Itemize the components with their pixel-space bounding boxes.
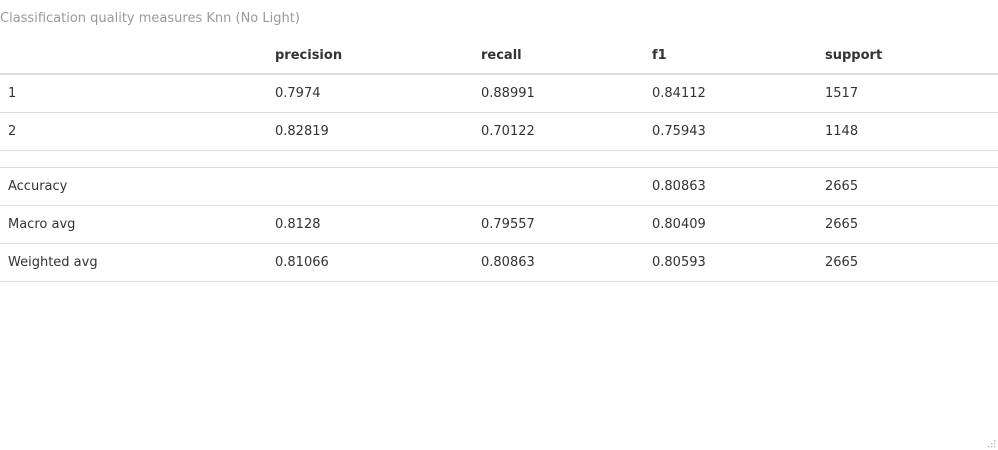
f1-cell: 0.84112 bbox=[644, 74, 817, 113]
row-label-cell: Macro avg bbox=[0, 205, 267, 244]
f1-cell: 0.80409 bbox=[644, 205, 817, 244]
recall-cell: 0.88991 bbox=[473, 74, 644, 113]
f1-cell: 0.80863 bbox=[644, 167, 817, 206]
recall-cell: 0.79557 bbox=[473, 205, 644, 244]
precision-cell bbox=[267, 167, 473, 206]
spacer-row bbox=[0, 150, 998, 168]
f1-cell bbox=[644, 150, 817, 168]
table-row: Macro avg 0.8128 0.79557 0.80409 2665 bbox=[0, 205, 998, 244]
row-label-cell bbox=[0, 150, 267, 168]
precision-cell: 0.81066 bbox=[267, 243, 473, 282]
recall-cell bbox=[473, 167, 644, 206]
header-cell-support: support bbox=[817, 37, 998, 75]
row-label-cell: 2 bbox=[0, 112, 267, 151]
f1-cell: 0.75943 bbox=[644, 112, 817, 151]
header-cell-row-label bbox=[0, 37, 267, 75]
support-cell: 1517 bbox=[817, 74, 998, 113]
support-cell: 2665 bbox=[817, 167, 998, 206]
support-cell bbox=[817, 150, 998, 168]
recall-cell bbox=[473, 150, 644, 168]
precision-cell: 0.8128 bbox=[267, 205, 473, 244]
table-caption: Classification quality measures Knn (No … bbox=[0, 11, 300, 26]
row-label-cell: 1 bbox=[0, 74, 267, 113]
header-cell-f1: f1 bbox=[644, 37, 817, 75]
recall-cell: 0.80863 bbox=[473, 243, 644, 282]
classification-report-table: precision recall f1 support 1 0.7974 0.8… bbox=[0, 37, 998, 282]
table-row: 1 0.7974 0.88991 0.84112 1517 bbox=[0, 74, 998, 113]
f1-cell: 0.80593 bbox=[644, 243, 817, 282]
table-row: 2 0.82819 0.70122 0.75943 1148 bbox=[0, 112, 998, 151]
support-cell: 2665 bbox=[817, 205, 998, 244]
precision-cell: 0.7974 bbox=[267, 74, 473, 113]
support-cell: 2665 bbox=[817, 243, 998, 282]
precision-cell bbox=[267, 150, 473, 168]
recall-cell: 0.70122 bbox=[473, 112, 644, 151]
resize-grip-icon[interactable] bbox=[988, 440, 996, 448]
table-row: Accuracy 0.80863 2665 bbox=[0, 167, 998, 206]
row-label-cell: Accuracy bbox=[0, 167, 267, 206]
table-row: Weighted avg 0.81066 0.80863 0.80593 266… bbox=[0, 243, 998, 282]
header-row: precision recall f1 support bbox=[0, 37, 998, 75]
header-cell-precision: precision bbox=[267, 37, 473, 75]
precision-cell: 0.82819 bbox=[267, 112, 473, 151]
header-cell-recall: recall bbox=[473, 37, 644, 75]
row-label-cell: Weighted avg bbox=[0, 243, 267, 282]
support-cell: 1148 bbox=[817, 112, 998, 151]
